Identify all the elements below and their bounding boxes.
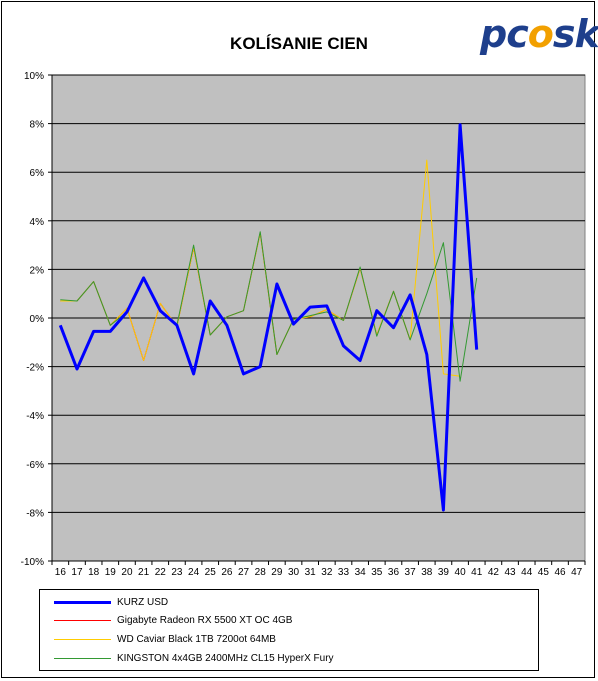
x-tick-label: 37 — [405, 567, 417, 578]
legend-item: KINGSTON 4x4GB 2400MHz CL15 HyperX Fury — [54, 650, 334, 666]
x-tick-label: 36 — [388, 567, 400, 578]
legend-item: Gigabyte Radeon RX 5500 XT OC 4GB — [54, 612, 292, 628]
y-tick-label: -2% — [26, 363, 44, 374]
y-tick-label: 4% — [30, 217, 45, 228]
y-tick-label: -6% — [26, 460, 44, 471]
y-tick-label: -4% — [26, 411, 44, 422]
x-tick-label: 17 — [71, 567, 83, 578]
x-tick-label: 22 — [155, 567, 167, 578]
x-tick-label: 26 — [221, 567, 233, 578]
pcsk-logo: pcosk — [480, 12, 598, 56]
y-tick-label: 10% — [24, 71, 44, 82]
legend-item: WD Caviar Black 1TB 7200ot 64MB — [54, 631, 276, 647]
x-tick-label: 30 — [288, 567, 300, 578]
x-tick-label: 46 — [554, 567, 566, 578]
x-tick-label: 21 — [138, 567, 150, 578]
x-tick-label: 47 — [571, 567, 583, 578]
chart-title: KOLÍSANIE CIEN — [230, 34, 368, 53]
x-tick-label: 42 — [488, 567, 500, 578]
chart-legend: KURZ USD Gigabyte Radeon RX 5500 XT OC 4G… — [39, 589, 539, 671]
x-tick-label: 18 — [88, 567, 100, 578]
flame-icon: o — [527, 12, 554, 56]
x-tick-label: 27 — [238, 567, 250, 578]
x-tick-label: 34 — [355, 567, 367, 578]
legend-swatch — [54, 600, 111, 604]
x-tick-label: 38 — [421, 567, 433, 578]
x-tick-label: 20 — [121, 567, 133, 578]
x-tick-label: 29 — [271, 567, 283, 578]
legend-swatch — [54, 638, 111, 640]
x-tick-label: 35 — [371, 567, 383, 578]
y-tick-label: -10% — [21, 557, 44, 568]
x-tick-label: 45 — [538, 567, 550, 578]
x-tick-label: 25 — [205, 567, 217, 578]
y-tick-label: 6% — [30, 168, 45, 179]
legend-item: KURZ USD — [54, 594, 168, 610]
x-tick-label: 31 — [305, 567, 317, 578]
x-tick-label: 32 — [321, 567, 333, 578]
legend-label: KINGSTON 4x4GB 2400MHz CL15 HyperX Fury — [117, 652, 334, 664]
x-tick-label: 19 — [105, 567, 117, 578]
x-tick-label: 33 — [338, 567, 350, 578]
x-tick-label: 44 — [521, 567, 533, 578]
x-tick-label: 28 — [255, 567, 267, 578]
legend-label: Gigabyte Radeon RX 5500 XT OC 4GB — [117, 614, 293, 626]
legend-label: WD Caviar Black 1TB 7200ot 64MB — [117, 633, 276, 645]
y-tick-label: 0% — [30, 314, 45, 325]
x-tick-label: 24 — [188, 567, 200, 578]
y-tick-label: 2% — [30, 265, 45, 276]
legend-swatch — [54, 619, 111, 621]
x-tick-label: 39 — [438, 567, 450, 578]
x-tick-label: 23 — [171, 567, 183, 578]
y-tick-label: -8% — [26, 508, 44, 519]
legend-label: KURZ USD — [117, 596, 169, 608]
y-tick-label: 8% — [30, 120, 45, 131]
line-chart: -10% -8% -6% -4% -2% 0% 2% 4% 6% 8% 10% 16 17 18 19 20 2… — [21, 71, 586, 578]
x-tick-label: 43 — [504, 567, 516, 578]
x-tick-label: 41 — [471, 567, 483, 578]
legend-swatch — [54, 657, 111, 659]
series-line-kurz-usd — [58, 123, 479, 512]
x-tick-label: 16 — [55, 567, 67, 578]
x-tick-label: 40 — [455, 567, 467, 578]
